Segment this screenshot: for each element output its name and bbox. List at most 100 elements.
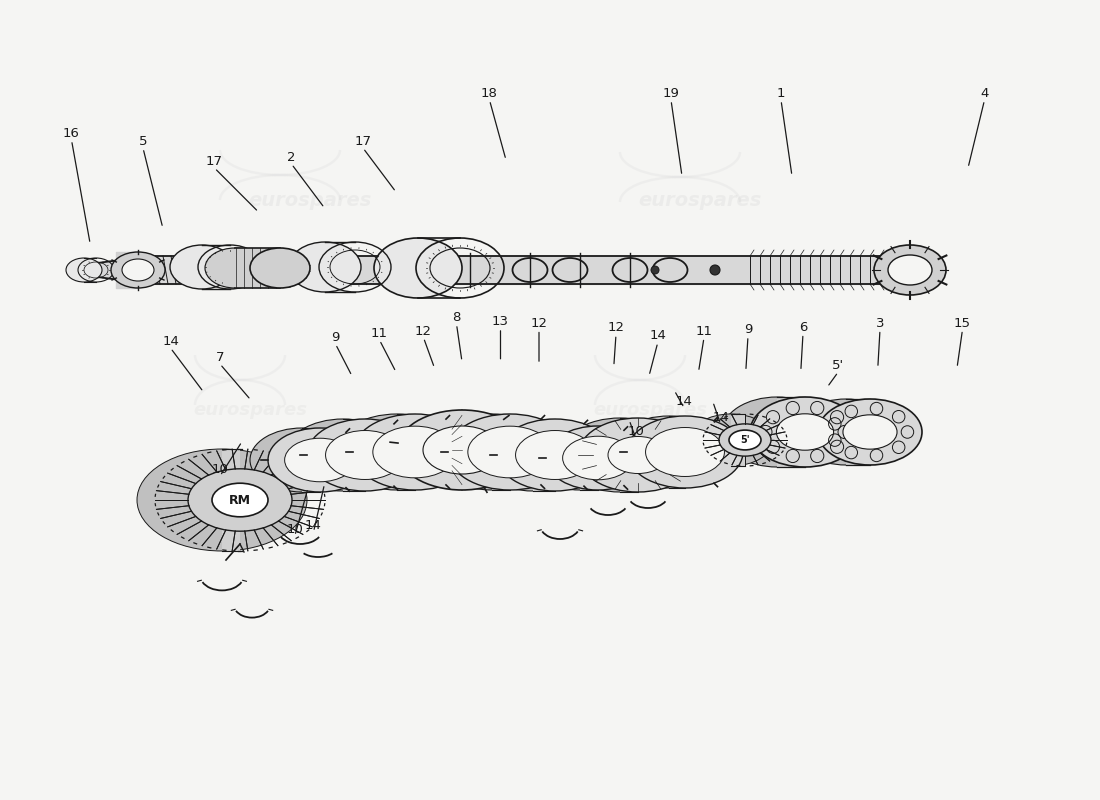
Text: 17: 17: [206, 155, 223, 168]
Ellipse shape: [689, 414, 773, 466]
Text: 10: 10: [627, 426, 645, 438]
Text: 14: 14: [675, 395, 693, 408]
Ellipse shape: [326, 430, 405, 479]
Polygon shape: [235, 248, 280, 288]
Text: 10: 10: [286, 523, 304, 536]
Text: 14: 14: [712, 411, 729, 424]
Ellipse shape: [528, 426, 632, 490]
Polygon shape: [302, 428, 320, 492]
Ellipse shape: [560, 418, 680, 492]
Ellipse shape: [843, 415, 896, 449]
Text: 5: 5: [139, 135, 147, 148]
Ellipse shape: [250, 248, 310, 288]
Text: 4: 4: [980, 87, 989, 100]
Ellipse shape: [122, 259, 154, 281]
Polygon shape: [442, 410, 462, 490]
Text: 18: 18: [481, 87, 498, 100]
Ellipse shape: [475, 419, 591, 491]
Text: eurospares: eurospares: [192, 401, 307, 419]
Text: 8: 8: [452, 311, 461, 324]
Ellipse shape: [336, 414, 459, 490]
Text: 11: 11: [695, 325, 713, 338]
Ellipse shape: [468, 426, 552, 478]
Ellipse shape: [516, 430, 594, 479]
Ellipse shape: [646, 427, 725, 477]
Text: eurospares: eurospares: [249, 190, 372, 210]
Ellipse shape: [430, 414, 554, 490]
Polygon shape: [620, 418, 638, 492]
Text: eurospares: eurospares: [638, 190, 761, 210]
Ellipse shape: [448, 414, 572, 490]
Ellipse shape: [722, 397, 832, 467]
Ellipse shape: [578, 418, 698, 492]
Text: 1: 1: [777, 87, 785, 100]
Ellipse shape: [188, 469, 292, 531]
Ellipse shape: [546, 426, 650, 490]
Ellipse shape: [66, 258, 102, 282]
Ellipse shape: [285, 419, 402, 491]
Text: 17: 17: [354, 135, 372, 148]
Text: eurospares: eurospares: [593, 401, 707, 419]
Polygon shape: [580, 426, 598, 490]
Text: 14: 14: [305, 519, 322, 532]
Ellipse shape: [111, 252, 165, 288]
Polygon shape: [397, 414, 415, 490]
Text: 12: 12: [530, 317, 548, 330]
Ellipse shape: [729, 430, 761, 450]
Polygon shape: [90, 256, 150, 284]
Text: 10: 10: [211, 463, 229, 476]
Text: 9: 9: [331, 331, 340, 344]
Text: 15: 15: [954, 317, 971, 330]
Ellipse shape: [888, 255, 932, 285]
Text: 9: 9: [744, 323, 752, 336]
Text: 6: 6: [799, 321, 807, 334]
Text: 14: 14: [649, 330, 667, 342]
Ellipse shape: [170, 245, 234, 289]
Text: 14: 14: [162, 335, 179, 348]
Ellipse shape: [373, 426, 458, 478]
Ellipse shape: [212, 483, 268, 517]
Ellipse shape: [268, 428, 372, 492]
Text: 12: 12: [415, 325, 432, 338]
Text: 5': 5': [740, 435, 750, 445]
Ellipse shape: [205, 248, 265, 288]
Ellipse shape: [627, 416, 743, 488]
Text: 3: 3: [876, 317, 884, 330]
Text: 7: 7: [216, 351, 224, 364]
Ellipse shape: [307, 419, 424, 491]
Ellipse shape: [397, 410, 527, 490]
Polygon shape: [492, 414, 510, 490]
Ellipse shape: [608, 437, 668, 474]
Ellipse shape: [719, 424, 771, 456]
Ellipse shape: [610, 416, 727, 488]
Text: 16: 16: [63, 127, 80, 140]
Text: RM: RM: [229, 494, 251, 506]
Ellipse shape: [750, 397, 860, 467]
Ellipse shape: [289, 242, 361, 292]
Text: 11: 11: [371, 327, 388, 340]
Ellipse shape: [497, 419, 613, 491]
Polygon shape: [222, 449, 240, 551]
Circle shape: [651, 266, 659, 274]
Polygon shape: [732, 414, 745, 466]
Ellipse shape: [424, 426, 500, 474]
Polygon shape: [669, 416, 685, 488]
Text: 12: 12: [607, 322, 625, 334]
Ellipse shape: [138, 449, 307, 551]
Ellipse shape: [777, 414, 834, 450]
Polygon shape: [777, 397, 805, 467]
Text: 19: 19: [662, 87, 680, 100]
Ellipse shape: [285, 438, 355, 482]
Text: 13: 13: [492, 315, 509, 328]
Polygon shape: [343, 419, 365, 491]
Ellipse shape: [353, 414, 477, 490]
Ellipse shape: [562, 436, 634, 480]
Text: 2: 2: [287, 151, 296, 164]
Polygon shape: [846, 399, 870, 465]
Circle shape: [710, 265, 720, 275]
Ellipse shape: [396, 422, 487, 478]
Polygon shape: [534, 419, 556, 491]
Ellipse shape: [818, 399, 922, 465]
Ellipse shape: [874, 245, 946, 295]
Ellipse shape: [374, 238, 462, 298]
